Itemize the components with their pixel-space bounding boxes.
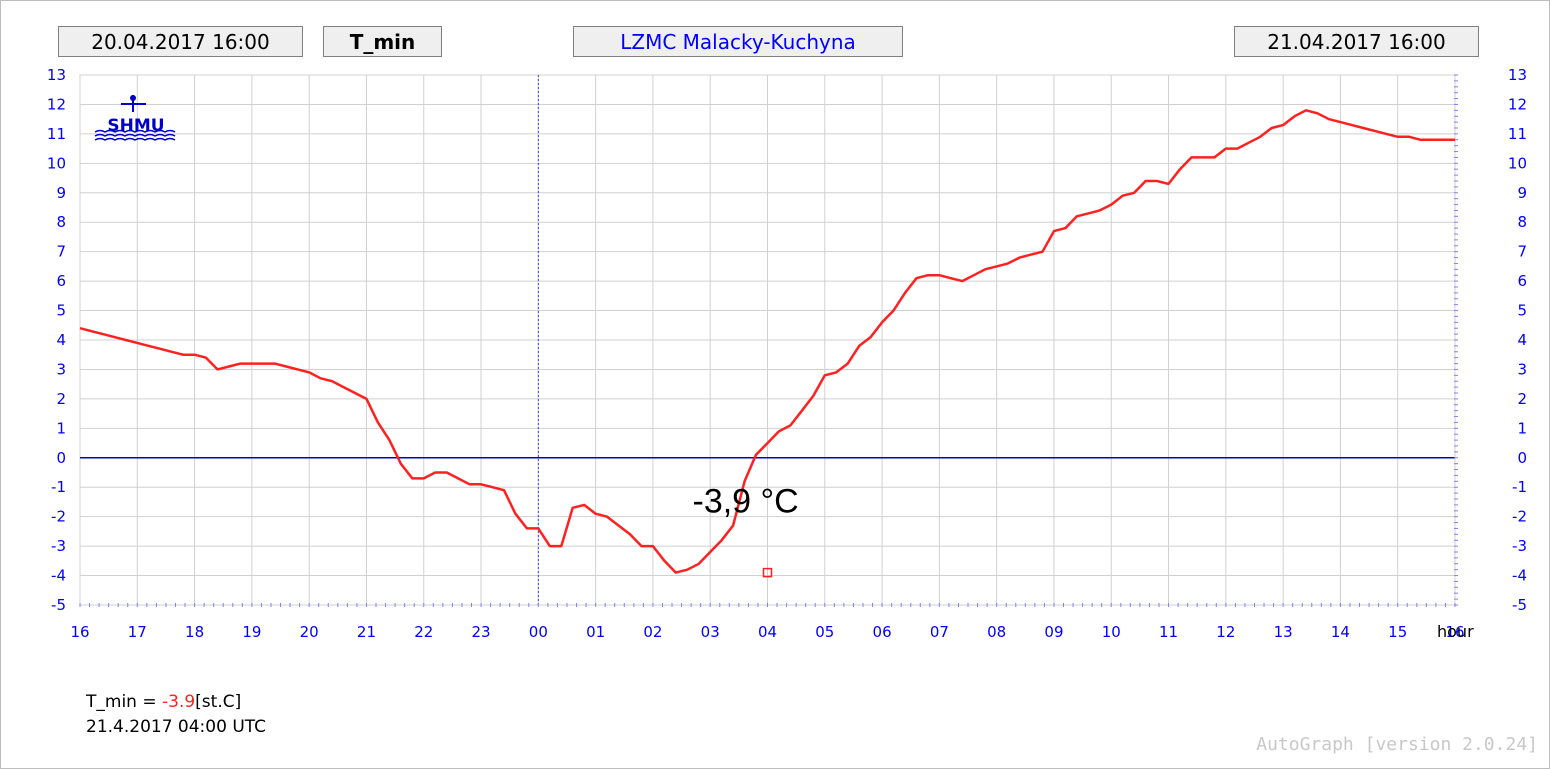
x-tick-label: 06 bbox=[873, 623, 892, 641]
y-tick-label-left: 8 bbox=[56, 213, 66, 231]
shmu-logo-icon: SHMU bbox=[94, 95, 176, 141]
y-tick-label-right: 12 bbox=[1508, 95, 1527, 113]
y-tick-label-right: -4 bbox=[1512, 567, 1527, 585]
logo-anemometer bbox=[130, 95, 136, 101]
footer-unit: [st.C] bbox=[195, 692, 242, 712]
axes: -5 -5-4 -4-3 -3-2 -2-1 -10 01 12 23 34 45 56 67 78 89 9… bbox=[47, 66, 1527, 641]
logo-wave bbox=[94, 133, 176, 137]
footer-value: -3.9 bbox=[162, 692, 196, 712]
y-tick-label-right: 11 bbox=[1508, 125, 1527, 143]
parameter-name: T_min bbox=[349, 30, 416, 54]
x-tick-label: 00 bbox=[529, 623, 548, 641]
x-tick-label: 09 bbox=[1044, 623, 1063, 641]
x-tick-label: 19 bbox=[242, 623, 261, 641]
y-tick-label-left: 12 bbox=[47, 95, 66, 113]
x-tick-label: 23 bbox=[471, 623, 490, 641]
y-tick-label-right: 2 bbox=[1517, 390, 1527, 408]
logo-wave bbox=[94, 137, 176, 141]
x-tick-label: 22 bbox=[414, 623, 433, 641]
start-time-box: 20.04.2017 16:00 bbox=[58, 26, 303, 57]
min-marker bbox=[762, 567, 773, 578]
x-tick-label: 18 bbox=[185, 623, 204, 641]
y-tick-label-right: 13 bbox=[1508, 66, 1527, 84]
y-tick-label-right: 0 bbox=[1517, 449, 1527, 467]
y-tick-label-right: 8 bbox=[1517, 213, 1527, 231]
x-tick-label: 16 bbox=[70, 623, 89, 641]
y-tick-label-right: 6 bbox=[1517, 272, 1527, 290]
x-tick-label: 12 bbox=[1216, 623, 1235, 641]
x-tick-label: 02 bbox=[643, 623, 662, 641]
y-tick-label-right: -5 bbox=[1512, 596, 1527, 614]
x-tick-label: 07 bbox=[930, 623, 949, 641]
y-tick-label-left: -1 bbox=[51, 478, 66, 496]
start-time: 20.04.2017 16:00 bbox=[91, 30, 270, 54]
logo-text: SHMU bbox=[107, 116, 164, 136]
logo-wave bbox=[94, 129, 176, 133]
y-tick-label-right: 3 bbox=[1517, 360, 1527, 378]
y-tick-label-left: 11 bbox=[47, 125, 66, 143]
x-tick-label: 15 bbox=[1388, 623, 1407, 641]
end-time: 21.04.2017 16:00 bbox=[1267, 30, 1446, 54]
x-tick-label: 03 bbox=[701, 623, 720, 641]
y-tick-label-right: -2 bbox=[1512, 508, 1527, 526]
version-label: AutoGraph [version 2.0.24] bbox=[1256, 734, 1538, 755]
min-annotation: -3,9 °C bbox=[693, 483, 799, 521]
y-tick-label-right: -1 bbox=[1512, 478, 1527, 496]
x-tick-label: 10 bbox=[1102, 623, 1121, 641]
grid bbox=[79, 74, 1456, 606]
y-tick-label-left: 3 bbox=[56, 360, 66, 378]
y-tick-label-right: 9 bbox=[1517, 184, 1527, 202]
y-tick-label-left: 10 bbox=[47, 154, 66, 172]
y-tick-label-left: 4 bbox=[56, 331, 66, 349]
y-tick-label-left: 7 bbox=[56, 243, 66, 261]
x-tick-label: 20 bbox=[300, 623, 319, 641]
y-tick-label-left: -3 bbox=[51, 537, 66, 555]
x-tick-label: 13 bbox=[1274, 623, 1293, 641]
x-tick-label: 21 bbox=[357, 623, 376, 641]
y-tick-label-left: 6 bbox=[56, 272, 66, 290]
station-name: LZMC Malacky-Kuchyna bbox=[620, 30, 856, 54]
y-tick-label-left: 13 bbox=[47, 66, 66, 84]
series bbox=[79, 109, 1455, 578]
parameter-box: T_min bbox=[323, 26, 442, 57]
footer-timestamp: 21.4.2017 04:00 UTC bbox=[86, 717, 267, 737]
y-tick-label-left: 2 bbox=[56, 390, 66, 408]
footer-label: T_min = bbox=[86, 692, 162, 712]
x-axis-label: hour bbox=[1437, 622, 1474, 641]
x-tick-label: 16 bbox=[1445, 623, 1464, 641]
y-tick-label-right: 5 bbox=[1517, 302, 1527, 320]
y-tick-label-left: 0 bbox=[56, 449, 66, 467]
footer-value-line: T_min = -3.9[st.C] bbox=[86, 692, 241, 712]
station-box: LZMC Malacky-Kuchyna bbox=[573, 26, 903, 57]
y-tick-label-left: -5 bbox=[51, 596, 66, 614]
x-tick-label: 11 bbox=[1159, 623, 1178, 641]
x-tick-label: 14 bbox=[1331, 623, 1350, 641]
y-tick-label-left: -2 bbox=[51, 508, 66, 526]
y-tick-label-right: 7 bbox=[1517, 243, 1527, 261]
x-tick-label: 17 bbox=[128, 623, 147, 641]
y-tick-label-left: -4 bbox=[51, 567, 66, 585]
y-tick-label-right: -3 bbox=[1512, 537, 1527, 555]
x-tick-label: 05 bbox=[815, 623, 834, 641]
y-tick-label-right: 1 bbox=[1517, 419, 1527, 437]
x-tick-label: 01 bbox=[586, 623, 605, 641]
y-tick-label-right: 10 bbox=[1508, 154, 1527, 172]
y-tick-label-right: 4 bbox=[1517, 331, 1527, 349]
temperature-series-line bbox=[79, 109, 1455, 574]
y-tick-label-left: 9 bbox=[56, 184, 66, 202]
x-tick-label: 08 bbox=[987, 623, 1006, 641]
x-tick-label: 04 bbox=[758, 623, 777, 641]
y-tick-label-left: 1 bbox=[56, 419, 66, 437]
y-tick-label-left: 5 bbox=[56, 302, 66, 320]
end-time-box: 21.04.2017 16:00 bbox=[1234, 26, 1479, 57]
